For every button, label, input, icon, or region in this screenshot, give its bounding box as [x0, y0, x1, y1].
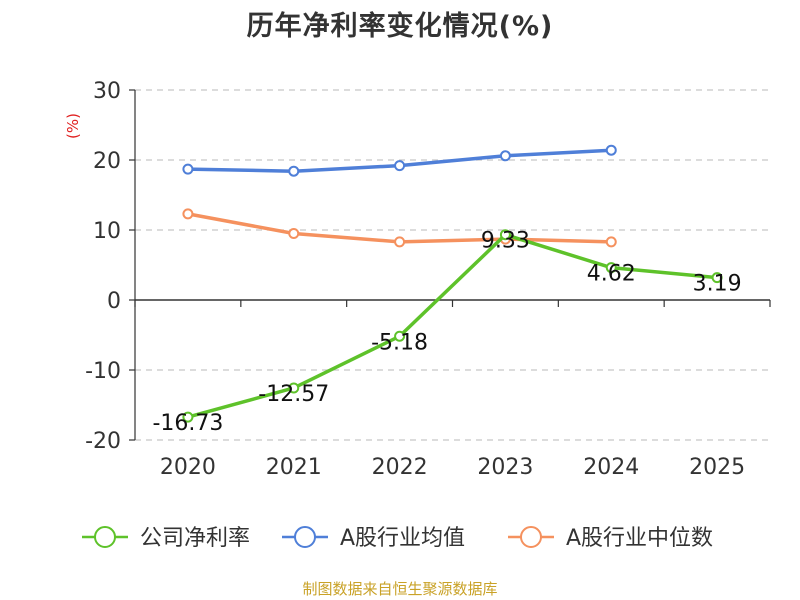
data-point[interactable]: [394, 330, 406, 342]
data-label: -12.57: [258, 382, 329, 407]
legend-marker: [520, 526, 542, 548]
axes: 30 20 10 0 -10 -20 2020 2021 2022 2023 2024 2025: [85, 79, 771, 480]
data-point[interactable]: [288, 165, 300, 177]
y-tick-label: -20: [85, 429, 121, 454]
x-tick-label: 2025: [689, 455, 745, 480]
grid-lines: [135, 89, 770, 441]
data-label: -16.73: [152, 411, 223, 436]
x-tick-label: 2021: [266, 455, 322, 480]
y-tick-label: 10: [93, 219, 121, 244]
series-1: [182, 229, 723, 423]
data-point[interactable]: [499, 229, 511, 241]
data-label: -5.18: [371, 330, 428, 355]
legend-item[interactable]: A股行业中位数: [508, 526, 713, 551]
series-2: [182, 144, 617, 177]
series-3: [182, 208, 617, 248]
data-point[interactable]: [182, 208, 194, 220]
legend-label: A股行业均值: [340, 526, 465, 551]
source-note: 制图数据来自恒生聚源数据库: [302, 580, 498, 598]
data-point[interactable]: [605, 144, 617, 156]
data-label: 9.33: [481, 229, 530, 254]
legend-item[interactable]: A股行业均值: [282, 526, 465, 551]
data-point[interactable]: [394, 236, 406, 248]
data-point[interactable]: [182, 411, 194, 423]
y-tick-label: 0: [107, 289, 121, 314]
y-axis-unit-label: (%): [64, 113, 82, 139]
data-point[interactable]: [605, 262, 617, 274]
y-tick-label: 20: [93, 149, 121, 174]
series-layer: [182, 144, 723, 423]
legend-marker: [294, 526, 316, 548]
data-point[interactable]: [288, 228, 300, 239]
legend-marker: [94, 526, 116, 548]
legend[interactable]: 公司净利率 A股行业均值 A股行业中位数: [82, 526, 713, 551]
data-point[interactable]: [499, 150, 511, 162]
x-tick-label: 2022: [372, 455, 428, 480]
data-point[interactable]: [182, 163, 194, 175]
data-labels: -16.73 -12.57 -5.18 9.33 4.62 3.19: [152, 229, 741, 436]
chart-title: 历年净利率变化情况(%): [246, 11, 554, 42]
x-tick-label: 2023: [477, 455, 533, 480]
series-line: [187, 232, 718, 419]
x-tick-label: 2020: [160, 455, 216, 480]
data-point[interactable]: [394, 160, 406, 172]
data-point[interactable]: [288, 382, 300, 394]
data-label: 4.62: [587, 262, 636, 287]
legend-label: 公司净利率: [140, 526, 250, 551]
data-point[interactable]: [711, 272, 723, 284]
legend-item[interactable]: 公司净利率: [82, 526, 250, 551]
legend-label: A股行业中位数: [566, 526, 713, 551]
data-point[interactable]: [605, 236, 617, 248]
x-tick-label: 2024: [583, 455, 639, 480]
data-label: 3.19: [693, 272, 742, 297]
y-tick-label: -10: [85, 359, 121, 384]
y-tick-label: 30: [93, 79, 121, 104]
